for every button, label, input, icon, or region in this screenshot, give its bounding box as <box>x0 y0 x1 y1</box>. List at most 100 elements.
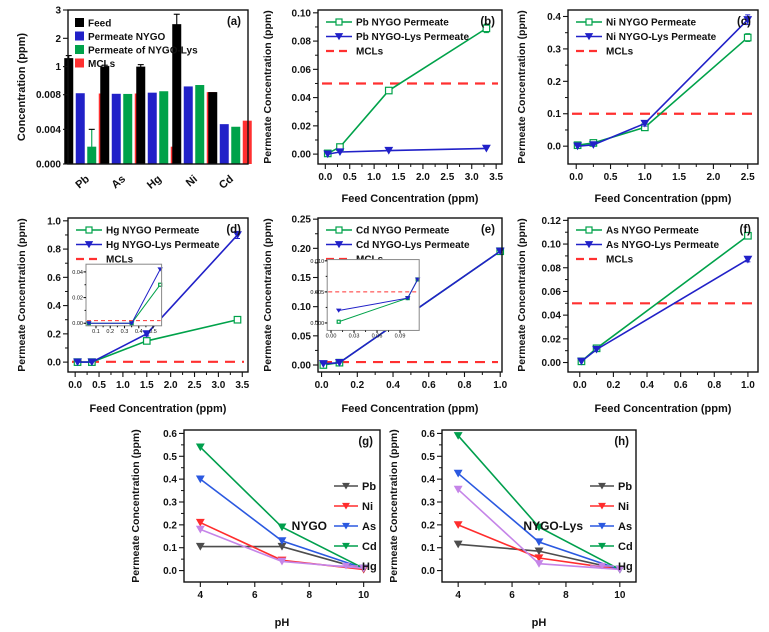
marker-triangle-icon <box>453 485 463 494</box>
inset-bg <box>86 264 162 326</box>
panel-g-line-chart: 4 6 8 10 0.0 0.1 0.2 0.3 0.4 0.5 0.6 pH Permeate Con… <box>130 429 381 629</box>
x-tick-label: 0.0 <box>318 172 332 183</box>
x-tick-label: 0.0 <box>569 172 583 183</box>
marker-triangle-icon <box>453 540 463 549</box>
marker-triangle-icon <box>142 330 152 338</box>
inset-chart: 0.1 0.2 0.3 0.4 0.5 0.00 0.02 0.04 <box>72 263 163 335</box>
legend-label: Feed <box>88 19 111 30</box>
marker-triangle-icon <box>84 241 94 249</box>
legend-label: As <box>362 521 376 533</box>
x-tick-label: 1.0 <box>741 380 755 391</box>
legend: Pb Ni As Cd Hg NYGO-Lys <box>523 481 632 573</box>
y-tick-label: 0.6 <box>421 429 435 440</box>
bar-Pb-Permeate NYGO <box>75 93 85 164</box>
marker-triangle-icon <box>453 469 463 478</box>
bar-Cd-Feed <box>208 92 218 164</box>
y-tick-label: 0.4 <box>547 12 561 23</box>
bar-Hg-Permeate of NYGO-Lys <box>159 91 169 164</box>
y-tick-label: 0.4 <box>47 301 61 312</box>
marker-triangle-icon <box>86 321 92 326</box>
marker-triangle-icon <box>414 277 421 282</box>
legend-label: Cd <box>618 541 633 553</box>
legend: Pb Ni As Cd Hg NYGO <box>292 481 377 573</box>
legend-swatch <box>75 58 84 68</box>
x-tick-label: 1.0 <box>367 172 381 183</box>
y-tick-label: 0.000 <box>36 160 61 171</box>
y-axis-title: Permeate Concentration (ppm) <box>262 10 274 163</box>
panel-letter: (a) <box>227 16 241 28</box>
legend-label: Ni <box>618 501 629 513</box>
y-tick-label: 0.5 <box>163 452 177 463</box>
y-tick-label: 0.6 <box>47 273 61 284</box>
legend-label: Pb <box>618 481 632 493</box>
marker-square-icon <box>335 226 343 234</box>
x-tick-label: 1.0 <box>638 172 652 183</box>
y-tick-label: 0.00 <box>292 150 312 161</box>
legend-label: Cd <box>362 541 377 553</box>
y-tick-label: 0.0 <box>163 566 177 577</box>
bar-Hg-Feed <box>136 66 146 164</box>
marker-triangle-icon <box>342 562 350 570</box>
x-tick-label: 10 <box>614 590 626 601</box>
inset-border <box>326 259 420 331</box>
x-tick-label: 0.6 <box>422 380 436 391</box>
y-tick-label: 0.2 <box>421 520 435 531</box>
legend-label: Cd NYGO-Lys Permeate <box>356 240 470 251</box>
marker-triangle-icon <box>318 360 328 368</box>
marker-triangle-icon <box>195 525 205 534</box>
y-axis-title: Permeate Concentration (ppm) <box>16 218 28 371</box>
marker-triangle-icon <box>342 482 350 490</box>
y-tick-label: 0.08 <box>292 37 312 48</box>
x-tick-label: 0.2 <box>350 380 364 391</box>
category-label: Ni <box>184 173 200 189</box>
x-tick-label: 6 <box>252 590 258 601</box>
y-tick-label: 0.000 <box>310 321 324 327</box>
series-line-As NYGO-Lys Permeate <box>580 258 749 362</box>
x-tick-label: 0.4 <box>386 380 400 391</box>
legend-label: Hg NYGO-Lys Permeate <box>106 240 220 251</box>
x-tick-label: 0.03 <box>349 333 360 339</box>
x-tick-label: 2.5 <box>741 172 755 183</box>
x-tick-label: 0.5 <box>92 380 106 391</box>
legend-label: Ni <box>362 501 373 513</box>
marker-triangle-icon <box>453 521 463 529</box>
x-tick-label: 3.5 <box>489 172 503 183</box>
marker-triangle-icon <box>342 542 350 550</box>
marker-triangle-icon <box>342 522 350 530</box>
marker-triangle-icon <box>573 142 583 151</box>
y-tick-label: 0.3 <box>421 498 435 509</box>
marker-triangle-icon <box>334 33 344 41</box>
x-tick-label: 1.0 <box>116 380 130 391</box>
legend-swatch <box>75 18 84 27</box>
marker-triangle-icon <box>359 564 369 573</box>
y-tick-label: 0.04 <box>542 311 562 322</box>
y-tick-label: 0.02 <box>72 296 83 302</box>
legend-label: Hg <box>362 561 377 573</box>
legend-label: Pb NYGO Permeate <box>356 18 449 29</box>
y-tick-label: 0.10 <box>292 8 312 19</box>
marker-triangle-icon <box>584 241 594 249</box>
x-tick-label: 10 <box>358 590 370 601</box>
legend-group-label: NYGO-Lys <box>523 519 583 533</box>
y-tick-label: 1 <box>55 62 61 73</box>
y-tick-label: 0.05 <box>292 331 312 342</box>
legend-swatch <box>75 45 84 54</box>
bar-Cd-MCLs <box>242 120 252 164</box>
legend-label: As NYGO-Lys Permeate <box>606 240 719 251</box>
marker-triangle-icon <box>195 443 205 452</box>
y-tick-label: 0.5 <box>421 452 435 463</box>
plot-border <box>67 9 249 165</box>
x-tick-label: 0.2 <box>106 329 114 335</box>
x-tick-label: 0.4 <box>640 380 654 391</box>
inset-chart: 0.00 0.03 0.06 0.09 0.000 0.005 0.010 <box>310 259 421 339</box>
panel-letter: (g) <box>358 436 373 448</box>
y-tick-label: 0.06 <box>542 287 562 298</box>
y-tick-label: 2 <box>55 34 61 45</box>
y-tick-label: 0.04 <box>292 93 312 104</box>
marker-triangle-icon <box>598 562 606 570</box>
marker-triangle-icon <box>577 357 586 366</box>
x-tick-label: 0.00 <box>326 333 337 339</box>
y-tick-label: 0.6 <box>163 429 177 440</box>
x-tick-label: 1.5 <box>672 172 686 183</box>
